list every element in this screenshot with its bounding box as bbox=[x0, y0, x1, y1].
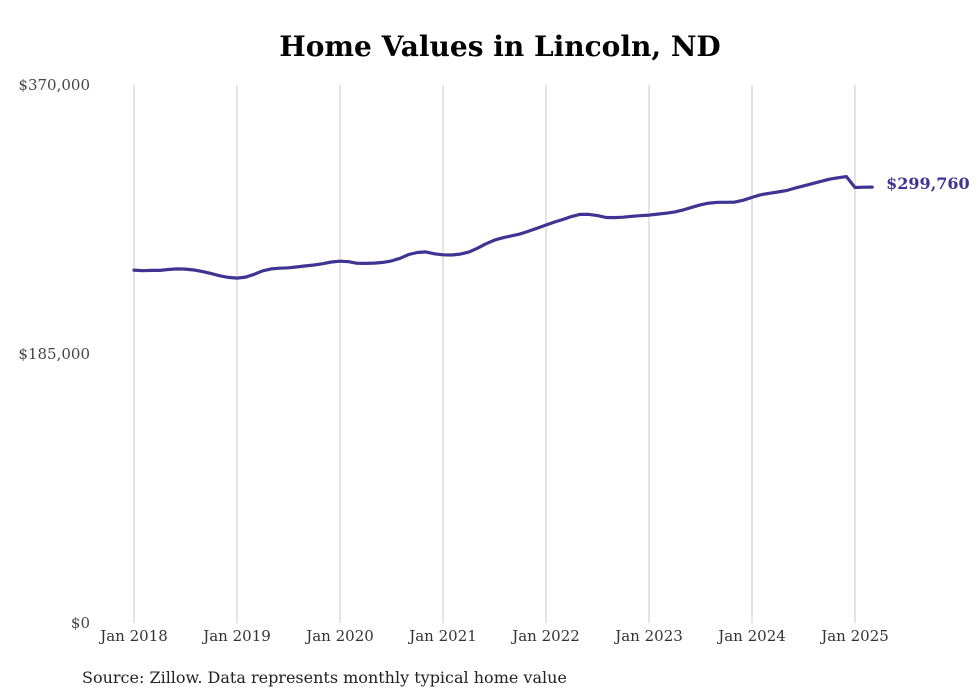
y-tick-label: $185,000 bbox=[18, 345, 90, 363]
y-tick-label: $370,000 bbox=[18, 76, 90, 94]
x-axis-ticks: Jan 2018 Jan 2019 Jan 2020 Jan 2021 Jan 2022… bbox=[98, 627, 889, 645]
x-tick-label: Jan 2019 bbox=[201, 627, 271, 645]
chart-title: Home Values in Lincoln, ND bbox=[279, 30, 721, 63]
y-tick-label: $0 bbox=[71, 614, 90, 632]
x-tick-label: Jan 2018 bbox=[98, 627, 168, 645]
x-tick-label: Jan 2023 bbox=[613, 627, 683, 645]
series-line bbox=[132, 175, 874, 280]
series-layer bbox=[132, 175, 874, 280]
x-tick-label: Jan 2020 bbox=[304, 627, 374, 645]
end-value-label: $299,760 bbox=[886, 174, 970, 193]
x-tick-label: Jan 2021 bbox=[407, 627, 477, 645]
y-axis-ticks: $370,000 $185,000 $0 bbox=[18, 76, 90, 632]
end-value-label: $299,760 bbox=[886, 174, 970, 193]
gridlines bbox=[133, 85, 856, 623]
source-note: Source: Zillow. Data represents monthly … bbox=[82, 668, 567, 687]
x-tick-label: Jan 2024 bbox=[716, 627, 786, 645]
x-tick-label: Jan 2022 bbox=[510, 627, 580, 645]
x-tick-label: Jan 2025 bbox=[819, 627, 889, 645]
